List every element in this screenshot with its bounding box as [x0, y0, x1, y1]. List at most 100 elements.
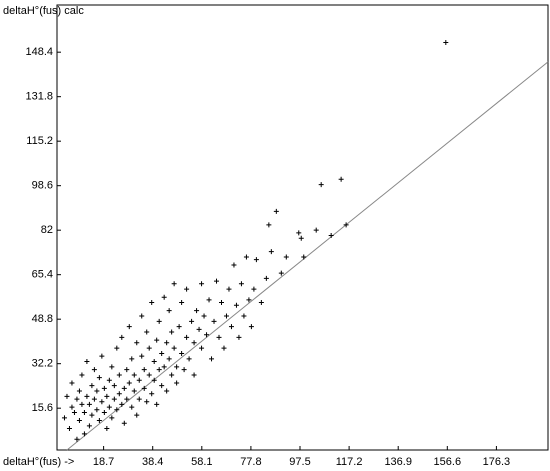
point: [166, 356, 172, 362]
point: [79, 401, 85, 407]
point: [136, 377, 142, 383]
point: [156, 367, 162, 373]
point: [146, 372, 152, 378]
point: [161, 364, 167, 370]
point: [89, 383, 95, 389]
point: [96, 418, 102, 424]
x-tick-label: 136.9: [384, 456, 412, 468]
point: [159, 383, 165, 389]
x-axis-label: deltaH°(fus) ->: [3, 456, 74, 468]
point: [191, 340, 197, 346]
point: [94, 388, 100, 394]
x-tick-label: 156.6: [434, 456, 462, 468]
point: [179, 300, 185, 306]
point: [94, 407, 100, 413]
point: [443, 40, 449, 46]
point: [263, 275, 269, 281]
point: [159, 350, 165, 356]
point: [121, 420, 127, 426]
point: [101, 409, 107, 415]
x-tick-label: 176.3: [483, 456, 511, 468]
point: [218, 300, 224, 306]
point: [161, 294, 167, 300]
point: [231, 262, 237, 268]
point: [199, 281, 205, 287]
x-tick-label: 117.2: [336, 456, 363, 468]
point: [96, 375, 102, 381]
y-tick-label: 148.4: [25, 46, 53, 58]
point: [131, 372, 137, 378]
point: [109, 364, 115, 370]
point: [84, 359, 90, 365]
point: [154, 401, 160, 407]
point: [119, 401, 125, 407]
point: [144, 399, 150, 405]
x-tick-label: 77.8: [240, 456, 261, 468]
point: [104, 393, 110, 399]
point: [141, 367, 147, 373]
point: [246, 297, 252, 303]
point: [191, 372, 197, 378]
point: [106, 377, 112, 383]
point: [66, 426, 72, 432]
point: [81, 409, 87, 415]
point: [71, 409, 77, 415]
point: [109, 415, 115, 421]
point: [214, 278, 220, 284]
point: [116, 372, 122, 378]
point: [318, 182, 324, 188]
point: [149, 391, 155, 397]
point: [69, 404, 75, 410]
point: [171, 345, 177, 351]
point: [164, 388, 170, 394]
point: [164, 340, 170, 346]
point: [121, 385, 127, 391]
point: [141, 385, 147, 391]
point: [111, 396, 117, 402]
point: [146, 345, 152, 351]
point: [126, 324, 132, 330]
point: [169, 329, 175, 335]
point: [131, 388, 137, 394]
point: [119, 334, 125, 340]
point: [199, 345, 205, 351]
fit-line: [66, 61, 549, 451]
point: [91, 367, 97, 373]
point: [179, 350, 185, 356]
point: [181, 367, 187, 373]
point: [298, 235, 304, 241]
y-tick-label: 48.8: [32, 313, 53, 325]
point: [91, 396, 97, 402]
x-tick-label: 38.4: [142, 456, 163, 468]
point: [243, 254, 249, 260]
point: [84, 393, 90, 399]
point: [283, 254, 289, 260]
point: [236, 334, 242, 340]
point: [79, 372, 85, 378]
point: [74, 436, 80, 442]
point: [266, 222, 272, 228]
point: [201, 313, 207, 319]
point: [104, 426, 110, 432]
point: [166, 308, 172, 314]
point: [124, 367, 130, 373]
point: [174, 380, 180, 386]
point: [296, 230, 302, 236]
point: [61, 415, 67, 421]
point: [134, 412, 140, 418]
point: [278, 270, 284, 276]
y-tick-label: 15.6: [32, 402, 53, 414]
point: [151, 377, 157, 383]
point: [216, 334, 222, 340]
point: [99, 353, 105, 359]
point: [253, 257, 259, 263]
x-tick-label: 58.1: [191, 456, 212, 468]
point: [251, 286, 257, 292]
point: [313, 227, 319, 233]
point: [209, 356, 215, 362]
point: [184, 286, 190, 292]
point: [139, 313, 145, 319]
point: [338, 176, 344, 182]
x-tick-label: 18.7: [93, 456, 114, 468]
